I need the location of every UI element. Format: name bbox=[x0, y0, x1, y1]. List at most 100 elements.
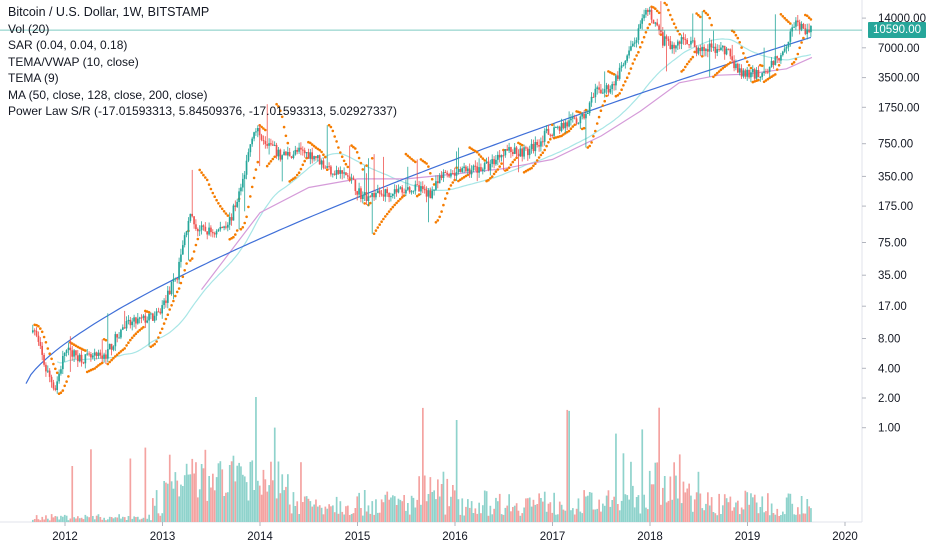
sar-dot bbox=[204, 176, 207, 179]
candle-body bbox=[442, 172, 445, 178]
sar-dot bbox=[670, 18, 674, 21]
candle-body bbox=[512, 152, 514, 154]
candle-body bbox=[262, 140, 265, 142]
volume-bar bbox=[262, 469, 265, 522]
candle-body bbox=[607, 85, 610, 93]
candle-body bbox=[785, 47, 788, 49]
sar-dot bbox=[52, 362, 55, 366]
candle-body bbox=[682, 37, 685, 40]
sar-dot bbox=[700, 55, 704, 58]
volume-bar bbox=[193, 473, 195, 522]
volume-bar bbox=[45, 515, 47, 522]
indicator-power-law[interactable]: Power Law S/R (-17.01593313, 5.84509376,… bbox=[8, 104, 397, 118]
sar-dot bbox=[719, 68, 723, 72]
sar-dot bbox=[115, 353, 119, 357]
sar-dot bbox=[215, 198, 218, 202]
volume-bar bbox=[200, 464, 203, 522]
price-tick-label: 7000.00 bbox=[878, 43, 920, 55]
candle-body bbox=[129, 319, 132, 326]
volume-bar bbox=[122, 516, 124, 522]
sar-dot bbox=[412, 159, 415, 162]
volume-bar bbox=[86, 516, 89, 522]
volume-bar bbox=[727, 502, 730, 522]
volume-bar bbox=[292, 492, 295, 522]
candle-body bbox=[48, 370, 51, 377]
candle-body bbox=[778, 58, 780, 61]
volume-bar bbox=[326, 508, 329, 522]
candle-body bbox=[206, 231, 208, 235]
sar-dot bbox=[205, 178, 209, 182]
indicator-tema[interactable]: TEMA (9) bbox=[8, 71, 59, 85]
volume-bar bbox=[549, 502, 552, 522]
candle-body bbox=[110, 343, 113, 350]
sar-dot bbox=[590, 141, 593, 144]
sar-dot bbox=[410, 157, 413, 161]
volume-bar bbox=[198, 489, 201, 522]
candle-body bbox=[388, 193, 390, 198]
sar-dot bbox=[174, 294, 177, 298]
time-axis-labels: 2012 2013 2014 2015 2016 2017 2018 2019 2020 bbox=[52, 522, 858, 543]
volume-bar bbox=[135, 517, 137, 522]
candle-body bbox=[566, 122, 568, 127]
sar-dot bbox=[445, 192, 449, 195]
candle-body bbox=[547, 128, 550, 135]
volume-bar bbox=[596, 508, 599, 522]
volume-bar bbox=[493, 508, 495, 522]
volume-bar bbox=[332, 505, 334, 522]
volume-bar bbox=[722, 505, 724, 522]
indicator-moving-averages[interactable]: MA (50, close, 128, close, 200, close) bbox=[8, 87, 208, 102]
sar-dot bbox=[689, 58, 693, 61]
sar-dot bbox=[250, 185, 254, 189]
candle-body bbox=[324, 167, 327, 169]
indicator-volume[interactable]: Vol (20) bbox=[8, 21, 50, 36]
sar-dot bbox=[800, 41, 803, 44]
indicator-sar[interactable]: SAR (0.04, 0.04, 0.18) bbox=[8, 38, 128, 52]
volume-bar bbox=[665, 502, 668, 522]
volume-bar bbox=[446, 478, 449, 522]
sar-dot bbox=[447, 187, 451, 191]
sar-dot bbox=[249, 195, 252, 198]
volume-bar bbox=[116, 517, 119, 522]
sar-dot bbox=[220, 207, 224, 211]
volume-bar bbox=[217, 463, 220, 522]
sar-dot bbox=[55, 371, 59, 375]
candle-body bbox=[365, 192, 368, 201]
sar-dot bbox=[550, 123, 554, 127]
volume-bar bbox=[609, 506, 612, 522]
volume-bar bbox=[356, 496, 359, 522]
candle-body bbox=[680, 37, 683, 44]
candle-body bbox=[583, 114, 585, 119]
sar-dot bbox=[762, 80, 766, 84]
sar-dot bbox=[301, 163, 305, 167]
sar-dot bbox=[207, 183, 211, 186]
symbol-title[interactable]: Bitcoin / U.S. Dollar, 1W, BITSTAMP bbox=[8, 5, 210, 19]
indicator-tema-vwap[interactable]: TEMA/VWAP (10, close) bbox=[8, 54, 139, 69]
volume-bar bbox=[114, 517, 117, 522]
candle-body bbox=[770, 60, 773, 67]
candle-body bbox=[495, 159, 497, 165]
sar-dot bbox=[774, 73, 777, 76]
sar-dot bbox=[130, 336, 134, 340]
candle-body bbox=[800, 23, 803, 30]
sar-dot bbox=[277, 105, 280, 108]
volume-bar bbox=[243, 476, 246, 522]
candle-body bbox=[123, 327, 126, 329]
price-tick-label: 1750.00 bbox=[878, 102, 920, 114]
candle-body bbox=[343, 172, 345, 174]
volume-bar bbox=[718, 493, 720, 522]
candle-body bbox=[603, 89, 606, 93]
candle-body bbox=[311, 152, 313, 160]
sar-dot bbox=[267, 162, 271, 165]
candle-body bbox=[277, 149, 280, 157]
candle-body bbox=[296, 150, 298, 152]
volume-bar bbox=[677, 498, 679, 522]
candle-body bbox=[380, 193, 383, 195]
volume-bar bbox=[671, 499, 674, 522]
sar-dot bbox=[490, 175, 494, 178]
time-tick-label: 2017 bbox=[540, 531, 566, 543]
sar-dot bbox=[387, 210, 391, 213]
candle-body bbox=[772, 60, 775, 65]
volume-bar bbox=[435, 499, 437, 522]
candle-body bbox=[752, 69, 754, 73]
